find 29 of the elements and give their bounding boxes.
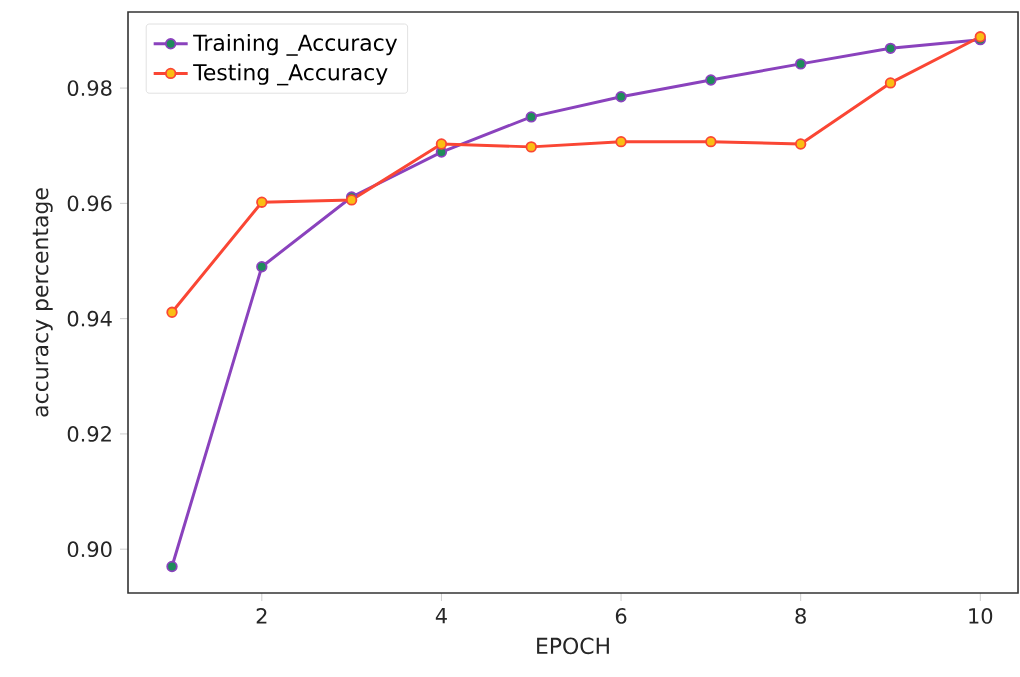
point xyxy=(525,111,537,123)
y-tick-label: 0.94 xyxy=(67,310,112,327)
x-axis-title: EPOCH xyxy=(537,637,609,655)
point xyxy=(705,136,717,148)
y-tick-label: 0.90 xyxy=(67,541,112,558)
point xyxy=(166,560,178,573)
x-tick-label: 8 xyxy=(795,608,806,624)
y-tick-label: 0.96 xyxy=(67,195,112,212)
point xyxy=(884,42,897,54)
point xyxy=(435,138,448,150)
x-tick-label: 10 xyxy=(969,608,993,624)
legend-label: Testing _Accuracy xyxy=(193,63,388,86)
point xyxy=(615,91,627,103)
point xyxy=(795,138,807,150)
point xyxy=(795,58,807,70)
y-tick-label: 0.92 xyxy=(67,426,111,442)
legend-label: Training _Accuracy xyxy=(193,33,398,56)
y-axis-title: accuracy percentage xyxy=(32,188,53,417)
point xyxy=(525,141,537,153)
x-tick-label: 6 xyxy=(615,608,627,624)
x-tick-label: 2 xyxy=(256,608,267,624)
point xyxy=(166,306,178,318)
point xyxy=(615,136,627,148)
x-tick-label: 4 xyxy=(435,608,447,624)
point xyxy=(884,77,897,89)
y-tick-label: 0.98 xyxy=(67,80,112,96)
point xyxy=(705,74,717,86)
point xyxy=(256,261,268,273)
point xyxy=(256,196,268,208)
